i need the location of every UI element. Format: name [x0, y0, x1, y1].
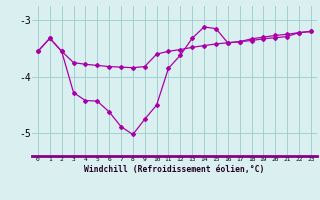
X-axis label: Windchill (Refroidissement éolien,°C): Windchill (Refroidissement éolien,°C) [84, 165, 265, 174]
